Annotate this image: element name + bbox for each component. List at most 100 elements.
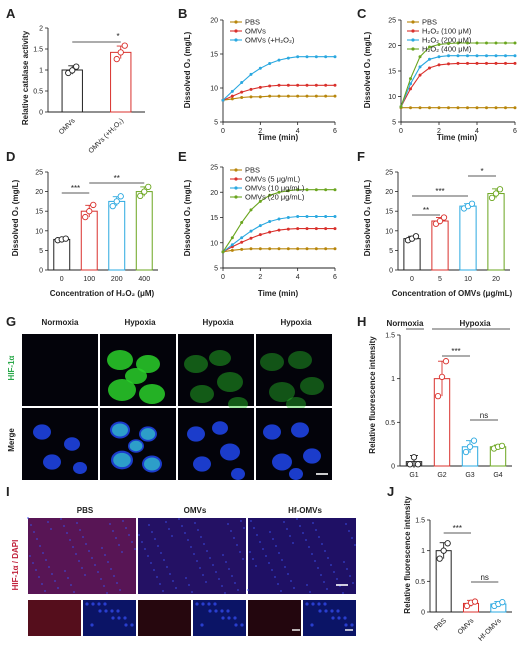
j-point bbox=[436, 555, 443, 562]
i-nucleus-dot bbox=[107, 561, 109, 563]
g-nucleus bbox=[193, 456, 211, 472]
i-nucleus-dot bbox=[199, 567, 201, 569]
a-bar bbox=[61, 69, 83, 113]
j-point bbox=[463, 602, 471, 610]
h-point bbox=[406, 461, 414, 468]
a-xtick-label: OMVs bbox=[58, 117, 77, 136]
g-nucleus bbox=[291, 422, 309, 438]
d-point bbox=[90, 201, 97, 209]
i-nucleus-dot bbox=[60, 518, 62, 520]
a-point bbox=[113, 55, 120, 63]
b-series-point bbox=[277, 94, 281, 98]
i-nucleus-dot bbox=[305, 539, 307, 541]
d-point bbox=[141, 188, 148, 195]
i-nucleus-dot bbox=[283, 521, 285, 523]
a-ytick-label: 2 bbox=[39, 26, 43, 33]
e-legend-marker bbox=[234, 195, 238, 199]
b-legend-marker bbox=[234, 20, 238, 24]
i-nucleus-dot bbox=[342, 592, 344, 594]
e-series-point bbox=[286, 227, 290, 231]
i-nucleus-dot bbox=[321, 543, 323, 545]
g-hif-cell bbox=[108, 379, 136, 401]
c-ytick-label: 25 bbox=[388, 18, 396, 25]
h-xtick-label: G2 bbox=[437, 472, 446, 479]
c-series-point bbox=[399, 105, 403, 109]
a-ytick-label: 0.5 bbox=[33, 89, 43, 96]
i-nucleus-dot bbox=[153, 569, 155, 571]
h-ytick-label: 1.5 bbox=[385, 333, 395, 340]
b-xtick-label: 6 bbox=[333, 128, 337, 135]
i-nucleus-dot bbox=[262, 548, 264, 550]
b-series-point bbox=[324, 83, 328, 87]
c-series-point bbox=[485, 54, 488, 58]
e-series-point bbox=[324, 227, 328, 231]
i-nucleus-dot bbox=[293, 587, 295, 589]
e-series-point bbox=[296, 247, 300, 251]
i-zoom-nucleus bbox=[213, 602, 217, 606]
e-legend-label: OMVs (10 μg/mL) bbox=[245, 184, 305, 193]
e-series-point bbox=[296, 188, 300, 192]
c-legend-label: H₂O₂ (400 μM) bbox=[422, 45, 472, 54]
i-nucleus-dot bbox=[292, 542, 294, 544]
f-bar bbox=[431, 220, 449, 271]
g-hif-cell bbox=[107, 350, 133, 370]
i-zoom-nucleus bbox=[324, 609, 328, 613]
b-series-point bbox=[258, 85, 262, 89]
i-nucleus-dot bbox=[336, 578, 338, 580]
g-nucleus bbox=[64, 437, 80, 451]
i-nucleus-dot bbox=[181, 525, 183, 527]
i-nucleus-dot bbox=[42, 552, 44, 554]
i-zoom-nucleus bbox=[310, 623, 314, 627]
i-nucleus-dot bbox=[91, 557, 93, 559]
g-nucleus bbox=[272, 453, 292, 471]
b-series-point bbox=[268, 84, 272, 88]
y-axis-label-D: Dissolved O₂ (mg/L) bbox=[11, 179, 20, 256]
i-nucleus-dot bbox=[348, 530, 350, 532]
e-xtick-label: 0 bbox=[221, 274, 225, 281]
i-zoom-nucleus bbox=[337, 616, 341, 620]
i-zoom-nucleus bbox=[221, 616, 225, 620]
i-nucleus-dot bbox=[239, 551, 241, 553]
j-point bbox=[471, 598, 479, 605]
i-nucleus-dot bbox=[197, 529, 199, 531]
b-legend-marker bbox=[234, 29, 238, 33]
f-sig-label: ** bbox=[423, 206, 429, 215]
g-merge-overlap bbox=[144, 457, 160, 471]
i-nucleus-dot bbox=[148, 524, 150, 526]
g-hif-cell bbox=[217, 372, 243, 392]
i-zoom-nucleus bbox=[130, 623, 134, 627]
e-ytick-label: 25 bbox=[210, 165, 218, 172]
i-nucleus-dot bbox=[101, 547, 103, 549]
c-legend-label: H₂O₂ (200 μM) bbox=[422, 36, 472, 45]
i-header-pbs: PBS bbox=[77, 506, 94, 515]
g-header-1: Normoxia bbox=[42, 318, 79, 327]
b-series-point bbox=[324, 94, 328, 98]
i-nucleus-dot bbox=[27, 517, 29, 519]
f-point bbox=[492, 190, 500, 197]
i-nucleus-dot bbox=[302, 532, 304, 534]
i-nucleus-dot bbox=[200, 536, 202, 538]
c-ytick-label: 20 bbox=[388, 43, 396, 50]
d-point bbox=[113, 198, 120, 205]
b-legend-marker bbox=[234, 38, 238, 42]
c-series-point bbox=[456, 106, 460, 110]
b-series-point bbox=[240, 81, 244, 85]
e-series-point bbox=[333, 227, 337, 231]
panel-label-B: B bbox=[178, 6, 187, 21]
i-nucleus-dot bbox=[168, 528, 170, 530]
e-series-point bbox=[230, 236, 234, 240]
i-nucleus-dot bbox=[323, 581, 325, 583]
g-hif-cell bbox=[288, 351, 312, 369]
i-zoom-nucleus bbox=[311, 602, 315, 606]
sig-A: * bbox=[116, 32, 119, 41]
i-nucleus-dot bbox=[70, 584, 72, 586]
e-series-point bbox=[305, 214, 309, 218]
e-ytick-label: 5 bbox=[214, 266, 218, 273]
h-xtick-label: G4 bbox=[493, 472, 502, 479]
panel-label-A: A bbox=[6, 6, 16, 21]
i-zoom-nucleus bbox=[200, 623, 204, 627]
g-header-2: Hypoxia bbox=[124, 318, 156, 327]
g-hif-image bbox=[256, 334, 332, 406]
